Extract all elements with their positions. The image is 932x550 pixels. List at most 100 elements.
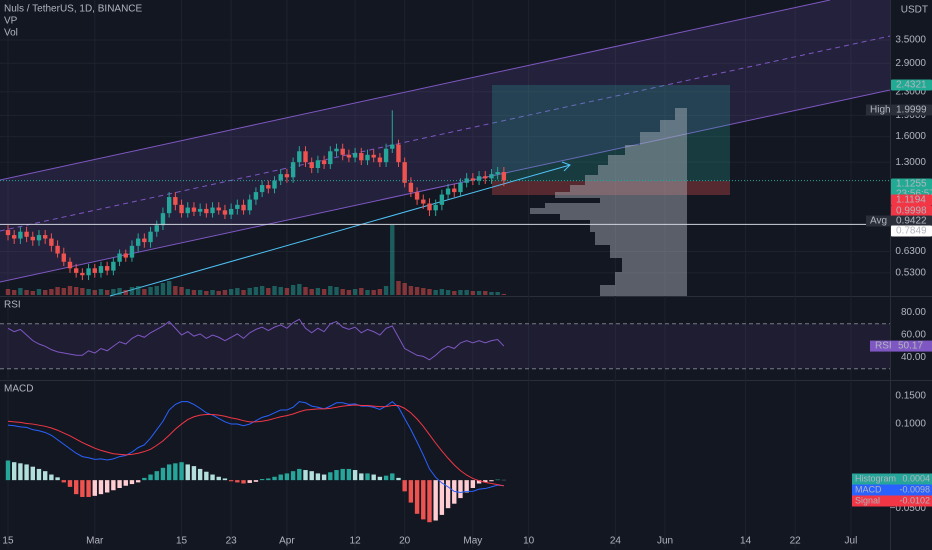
histogram-bar <box>235 480 240 483</box>
candle-body <box>253 192 259 200</box>
volume-bar <box>210 290 215 295</box>
rsi-label-value: 50.17 <box>898 341 923 352</box>
volume-bar <box>408 286 414 295</box>
histogram-bar <box>92 480 97 496</box>
histogram-bar <box>290 471 296 481</box>
candle-body <box>334 148 339 152</box>
volume-bar <box>352 289 358 295</box>
histogram-bar <box>408 480 414 503</box>
candle-body <box>73 268 79 273</box>
histogram-bar <box>73 480 79 495</box>
candle-body <box>371 154 376 158</box>
rsi-line <box>7 318 505 361</box>
candle-body <box>117 253 122 262</box>
legend-value-box <box>896 484 932 496</box>
candle-body <box>421 199 426 204</box>
legend-value-box <box>896 495 932 507</box>
volume-bar <box>73 287 79 295</box>
volume-bar <box>303 287 308 295</box>
legend-value-box <box>896 473 932 485</box>
volume-bar <box>458 290 463 295</box>
channel-lower <box>0 89 891 283</box>
histogram-bar <box>439 480 445 515</box>
histogram-bar <box>98 480 104 495</box>
volume-bar <box>439 289 445 295</box>
volume-bar <box>315 288 321 295</box>
volume-bar <box>235 288 240 295</box>
legend-value: -0.0098 <box>899 484 930 494</box>
candle-body <box>433 204 438 211</box>
price-marker-value: 0.9422 <box>896 216 927 227</box>
volume-bar <box>67 286 73 295</box>
trend-arrow <box>561 161 571 172</box>
candle-body <box>303 151 308 163</box>
volume-bar <box>476 291 482 295</box>
candle-body <box>309 162 314 169</box>
candle-body <box>346 154 352 158</box>
candle-body <box>483 176 488 179</box>
histogram-bar <box>30 466 35 481</box>
histogram-bar <box>427 480 432 523</box>
volume-bar <box>489 292 494 295</box>
candle-body <box>414 192 420 200</box>
histogram-bar <box>396 477 401 481</box>
volume-bar <box>216 291 221 295</box>
x-tick-label: 20 <box>399 536 411 547</box>
y-tick-label: 60.00 <box>901 330 926 341</box>
candle-body <box>266 185 271 189</box>
volume-bar <box>284 288 290 295</box>
volume-bar <box>334 287 339 295</box>
candle-body <box>197 208 203 212</box>
volume-profile <box>530 108 687 296</box>
volume-bar <box>160 283 166 295</box>
candle-body <box>191 207 197 212</box>
histogram-bar <box>154 471 159 481</box>
volume-bar <box>11 290 17 295</box>
volume-bar <box>247 288 252 295</box>
volume-bar <box>154 286 159 295</box>
x-tick-label: 12 <box>350 536 362 547</box>
candle-body <box>439 194 445 205</box>
price-marker-name: High <box>870 105 891 116</box>
histogram-bar <box>284 473 290 481</box>
candle-body <box>228 208 234 215</box>
histogram-bar <box>464 480 469 493</box>
candle-body <box>49 238 54 246</box>
x-tick-label: 14 <box>740 536 752 547</box>
candle-body <box>284 174 290 178</box>
legend-value: -0.0102 <box>899 495 930 505</box>
candle-body <box>42 235 48 239</box>
y-tick-label: 1.6000 <box>895 131 926 142</box>
legend-value: 0.0004 <box>902 473 930 483</box>
histogram-bar <box>166 464 172 481</box>
histogram-bar <box>458 480 463 499</box>
candle-body <box>222 210 228 215</box>
volume-bar <box>55 287 60 295</box>
histogram-bar <box>303 470 308 481</box>
y-tick-label: 0.1500 <box>895 391 926 402</box>
candle-body <box>464 178 469 183</box>
volume-bar <box>328 286 333 295</box>
histogram-bar <box>383 475 389 481</box>
histogram-bar <box>402 480 407 492</box>
candle-body <box>216 207 221 211</box>
y-tick-label: −0.0500 <box>890 503 927 514</box>
volume-bar <box>228 289 234 295</box>
legend-name-box <box>852 473 896 485</box>
histogram-bar <box>80 480 85 497</box>
price-marker-value: 0.9998 <box>896 206 927 217</box>
histogram-bar <box>222 478 228 481</box>
volume-bar <box>222 290 228 295</box>
volume-bar <box>191 290 197 295</box>
volume-bar <box>104 290 110 295</box>
histogram-bar <box>36 468 42 481</box>
volume-bar <box>278 287 283 295</box>
x-tick-label: Apr <box>279 536 295 547</box>
histogram-bar <box>266 478 271 481</box>
price-marker-value: 2.4321 <box>896 80 927 91</box>
price-marker <box>891 205 932 217</box>
histogram-bar <box>278 474 283 481</box>
candle-body <box>160 213 166 226</box>
histogram-bar <box>204 471 209 481</box>
